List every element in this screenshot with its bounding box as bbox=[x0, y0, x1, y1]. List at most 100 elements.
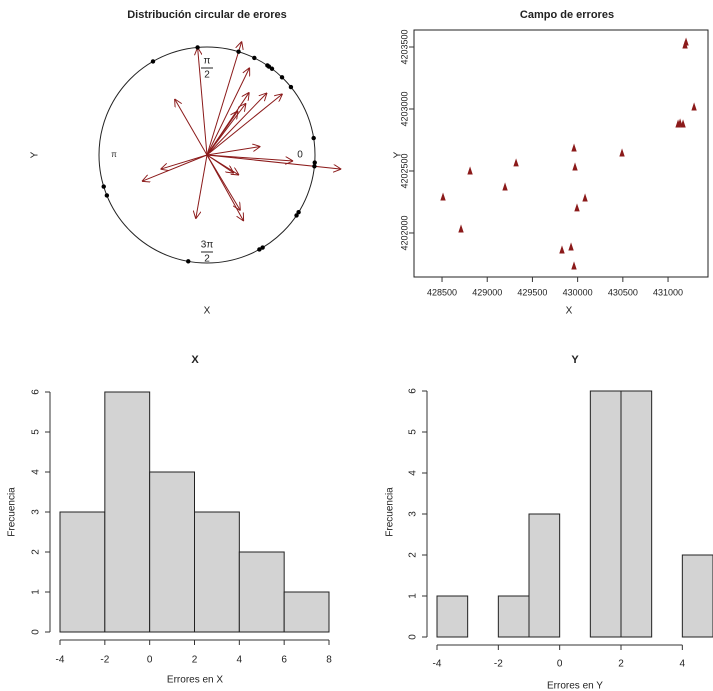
direction-point bbox=[311, 135, 316, 141]
y-tick-label: 1 bbox=[31, 589, 42, 595]
y-axis-label: Y bbox=[30, 151, 41, 158]
error-arrow bbox=[198, 47, 208, 156]
direction-point bbox=[312, 160, 317, 165]
y-tick-label: 4202500 bbox=[399, 153, 409, 188]
y-tick-label: 4 bbox=[408, 470, 419, 476]
error-point bbox=[571, 143, 577, 152]
histogram-bar bbox=[436, 595, 469, 638]
y-tick-label: 4202000 bbox=[399, 215, 409, 250]
error-point bbox=[683, 37, 689, 46]
error-point bbox=[677, 118, 683, 127]
error-arrow bbox=[206, 154, 293, 161]
histogram-bar bbox=[149, 471, 196, 633]
error-arrow bbox=[206, 103, 246, 156]
y-tick-label: 3 bbox=[31, 509, 42, 515]
error-arrow bbox=[206, 154, 240, 211]
angle-label: π bbox=[204, 56, 211, 67]
y-axis-label: Y bbox=[393, 151, 404, 158]
direction-point bbox=[150, 59, 156, 64]
angle-label: 2 bbox=[204, 70, 210, 81]
error-point bbox=[572, 162, 578, 171]
error-point bbox=[691, 102, 697, 111]
error-point bbox=[571, 261, 577, 270]
error-arrow bbox=[206, 94, 283, 156]
x-tick-label: 430000 bbox=[563, 287, 593, 297]
error-arrow bbox=[175, 99, 208, 156]
error-point bbox=[513, 158, 519, 167]
x-tick-label: 428500 bbox=[427, 287, 457, 297]
y-axis-label: Frecuencia bbox=[385, 487, 396, 537]
error-arrow bbox=[161, 154, 208, 169]
histogram-bar bbox=[283, 591, 330, 633]
x-tick-label: 0 bbox=[557, 659, 563, 670]
chart-title: Campo de errores bbox=[520, 9, 614, 21]
histogram-bar bbox=[681, 554, 713, 638]
x-tick-label: 8 bbox=[326, 655, 332, 666]
histogram-bar bbox=[589, 390, 622, 638]
direction-point bbox=[260, 245, 265, 250]
x-axis-label: X bbox=[566, 306, 573, 317]
x-tick-label: 6 bbox=[281, 655, 287, 666]
x-tick-label: 4 bbox=[237, 655, 243, 666]
y-tick-label: 0 bbox=[408, 634, 419, 640]
error-arrow bbox=[196, 154, 208, 219]
error-point bbox=[680, 119, 686, 128]
x-tick-label: 429500 bbox=[517, 287, 547, 297]
direction-point bbox=[257, 247, 262, 252]
angle-label: 3π bbox=[201, 240, 214, 251]
y-tick-label: 5 bbox=[31, 429, 42, 435]
direction-point bbox=[279, 75, 285, 80]
y-tick-label: 4 bbox=[31, 469, 42, 475]
x-axis-label: X bbox=[204, 306, 211, 317]
error-arrow bbox=[142, 154, 208, 181]
error-arrow bbox=[206, 154, 234, 173]
error-point bbox=[458, 224, 464, 233]
y-tick-label: 6 bbox=[408, 388, 419, 394]
angle-label: 2 bbox=[204, 254, 210, 265]
y-axis-label: Frecuencia bbox=[7, 487, 18, 537]
error-arrow bbox=[206, 68, 250, 156]
error-point bbox=[582, 193, 588, 202]
y-tick-label: 6 bbox=[31, 389, 42, 395]
histogram-bar bbox=[194, 511, 240, 633]
direction-point bbox=[252, 55, 257, 61]
x-tick-label: 431000 bbox=[653, 287, 683, 297]
error-point bbox=[574, 203, 580, 212]
direction-point bbox=[269, 66, 275, 71]
chart-title: Y bbox=[571, 354, 579, 366]
error-arrow bbox=[206, 154, 341, 169]
angle-label: 0 bbox=[297, 150, 303, 161]
direction-point bbox=[266, 64, 272, 69]
chart-title: Distribución circular de erores bbox=[127, 9, 287, 21]
error-arrow bbox=[206, 41, 242, 156]
x-axis-label: Errores en Y bbox=[547, 681, 603, 691]
direction-point bbox=[236, 49, 241, 54]
x-tick-label: 2 bbox=[192, 655, 198, 666]
error-arrow bbox=[206, 147, 260, 156]
y-tick-label: 2 bbox=[408, 552, 419, 558]
histogram-bar bbox=[620, 390, 653, 638]
y-tick-label: 1 bbox=[408, 593, 419, 599]
chart-title: X bbox=[191, 354, 199, 366]
plot-box bbox=[413, 29, 709, 278]
direction-point bbox=[101, 184, 106, 189]
x-tick-label: 430500 bbox=[608, 287, 638, 297]
y-tick-label: 4203500 bbox=[399, 29, 409, 64]
histogram-bar bbox=[497, 595, 530, 638]
error-point bbox=[467, 166, 473, 175]
direction-point bbox=[104, 193, 110, 198]
direction-point bbox=[294, 213, 299, 218]
error-point bbox=[440, 192, 446, 201]
error-point bbox=[502, 182, 508, 191]
direction-point bbox=[195, 45, 200, 50]
x-tick-label: 4 bbox=[680, 659, 686, 670]
circle bbox=[98, 46, 316, 264]
y-tick-label: 5 bbox=[408, 429, 419, 435]
histogram-bar bbox=[528, 513, 561, 638]
x-tick-label: 429000 bbox=[472, 287, 502, 297]
histogram-bar bbox=[238, 551, 285, 633]
angle-label: π bbox=[111, 150, 117, 159]
histogram-bar bbox=[59, 511, 106, 633]
error-arrow bbox=[206, 93, 267, 156]
